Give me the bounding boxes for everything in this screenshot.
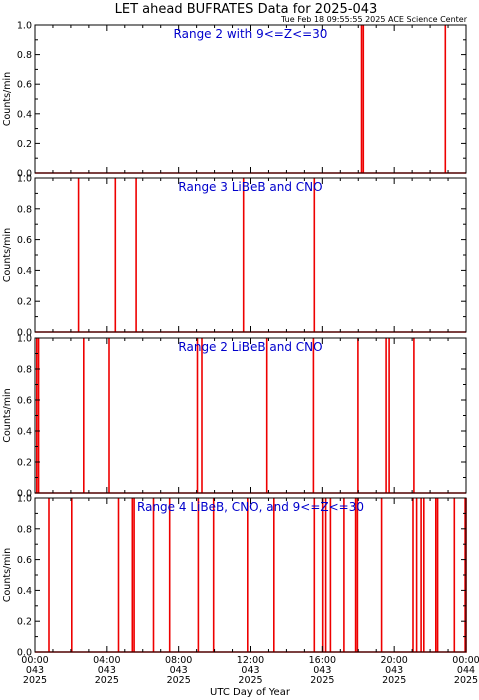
x-tick-label: 043 [313,665,331,676]
x-tick-label: 043 [170,665,188,676]
x-tick-label: 04:00 [93,655,120,666]
x-tick-label: 20:00 [380,655,407,666]
plot-frame [34,497,467,653]
panel-1: 0.0 0.2 0.4 0.6 0.8 1.0 Range 2 with 9<=Z<=30 C… [2,21,467,180]
y-tick-label: 0.4 [17,586,32,597]
y-tick-label: 0.8 [17,365,32,376]
x-tick-labels: 00:00043202504:00043202508:00043202512:0… [21,655,479,686]
y-tick-label: 0.2 [17,297,32,308]
y-tick-label: 0.0 [17,648,32,659]
y-tick-label: 1.0 [17,21,32,32]
x-tick-label: 08:00 [165,655,192,666]
data-trace [35,338,466,494]
timestamp: Tue Feb 18 09:55:55 2025 ACE Science Cen… [280,15,468,24]
x-tick-label: 044 [457,665,475,676]
y-tick-label: 1.0 [17,174,32,185]
panel-3: 0.0 0.2 0.4 0.6 0.8 1.0 Range 2 LiBeB and CNO C… [2,334,467,500]
x-axis-label: UTC Day of Year [210,687,291,698]
x-tick-label: 043 [26,665,44,676]
x-tick-label: 2025 [95,675,119,686]
y-tick-label: 0.6 [17,235,32,246]
y-tick-label: 0.2 [17,458,32,469]
panel-title: Range 2 LiBeB and CNO [178,340,322,354]
x-tick-label: 2025 [382,675,406,686]
x-tick-label: 043 [241,665,259,676]
y-tick-label: 0.0 [17,489,32,500]
panel-2: 0.0 0.2 0.4 0.6 0.8 1.0 Range 3 LiBeB and CNO C… [2,174,467,339]
x-tick-label: 2025 [167,675,191,686]
chart-title: LET ahead BUFRATES Data for 2025-043 [115,2,378,17]
y-axis-label: Counts/min [2,228,13,282]
x-tick-label: 043 [385,665,403,676]
x-tick-label: 00:00 [452,655,479,666]
x-tick-label: 16:00 [309,655,336,666]
x-tick-label: 2025 [310,675,334,686]
y-axis-label: Counts/min [2,388,13,442]
y-tick-label: 0.6 [17,555,32,566]
y-tick-label: 0.8 [17,204,32,215]
data-trace [35,498,467,653]
y-tick-label: 0.4 [17,266,32,277]
y-axis-label: Counts/min [2,548,13,602]
y-tick-label: 0.0 [17,328,32,339]
x-tick-label: 00:00 [21,655,48,666]
data-trace [35,25,466,174]
y-tick-label: 0.2 [17,139,32,150]
y-tick-label: 0.8 [17,50,32,61]
panel-title: Range 4 LiBeB, CNO, and 9<=Z<=30 [137,500,364,514]
x-tick-label: 2025 [454,675,478,686]
plot-frame [34,24,467,174]
panel-4: 0.0 0.2 0.4 0.6 0.8 1.0 Range 4 LiBeB, CNO, an… [2,494,467,659]
panel-title: Range 2 with 9<=Z<=30 [174,27,328,41]
x-tick-label: 12:00 [237,655,264,666]
plot-frame [34,337,467,494]
y-tick-label: 0.4 [17,109,32,120]
x-tick-label: 2025 [23,675,47,686]
x-tick-label: 043 [98,665,116,676]
y-tick-label: 1.0 [17,494,32,505]
data-trace [35,178,466,333]
y-tick-label: 0.8 [17,524,32,535]
y-axis-label: Counts/min [2,72,13,126]
x-tick-label: 2025 [238,675,262,686]
y-tick-label: 0.6 [17,80,32,91]
y-tick-label: 1.0 [17,334,32,345]
y-tick-label: 0.6 [17,396,32,407]
panel-title: Range 3 LiBeB and CNO [178,180,322,194]
y-tick-label: 0.4 [17,427,32,438]
y-tick-label: 0.2 [17,617,32,628]
y-tick-label: 0.0 [17,169,32,180]
plot-frame [34,177,467,333]
